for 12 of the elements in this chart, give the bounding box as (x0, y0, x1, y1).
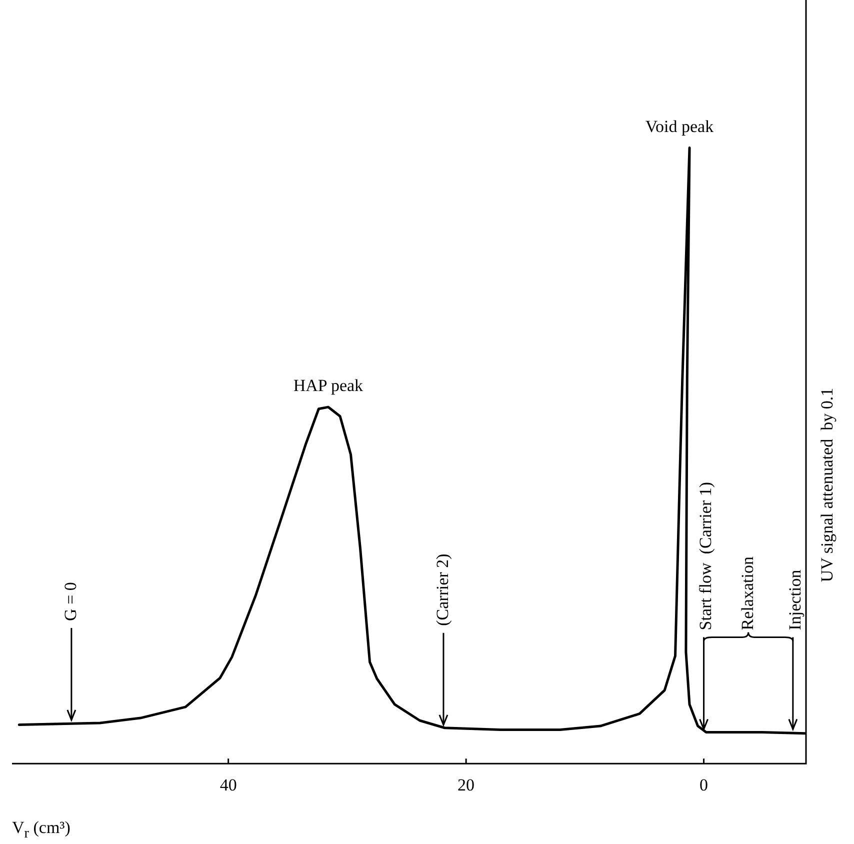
annotation: Void peak (645, 116, 714, 136)
annotation: HAP peak (293, 376, 364, 396)
annotation: G = 0 (60, 582, 80, 621)
x-tick-label: 40 (220, 775, 237, 794)
x-axis-title: V$_{r}$ (cm³) (12, 818, 70, 842)
annotation: Injection (785, 569, 804, 630)
annotation: Start flow (Carrier 1) (696, 482, 716, 630)
annotation: Relaxation (738, 556, 757, 630)
x-tick-label: 20 (458, 775, 475, 794)
x-tick-label: 0 (700, 775, 708, 794)
y-axis-title: UV signal attenuated by 0.1 (817, 388, 836, 582)
annotation: (Carrier 2) (432, 554, 452, 626)
